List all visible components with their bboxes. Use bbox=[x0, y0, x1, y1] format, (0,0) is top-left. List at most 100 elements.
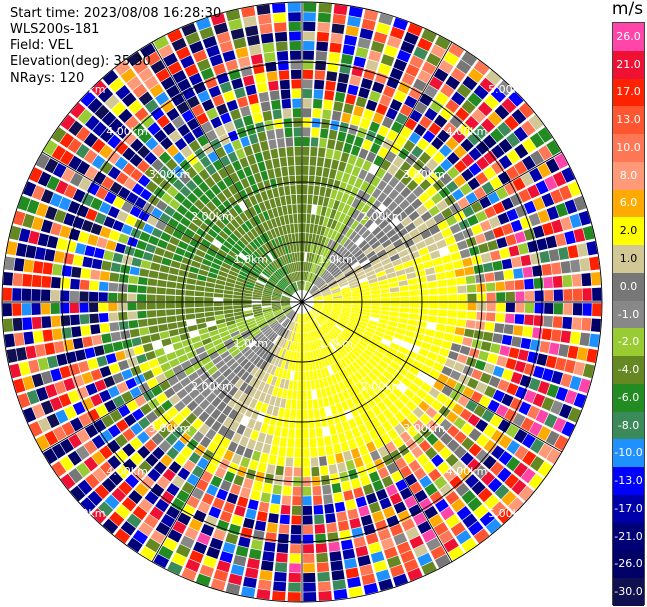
velocity-gate bbox=[217, 167, 229, 179]
velocity-gate bbox=[399, 199, 410, 211]
velocity-gate bbox=[429, 369, 441, 380]
velocity-gate bbox=[312, 399, 319, 409]
velocity-gate bbox=[204, 233, 215, 243]
velocity-gate bbox=[244, 25, 259, 37]
velocity-gate bbox=[323, 99, 333, 110]
velocity-gate bbox=[432, 362, 444, 372]
velocity-gate bbox=[302, 400, 308, 410]
velocity-gate bbox=[308, 311, 315, 320]
velocity-gate bbox=[314, 360, 320, 370]
colorbar-segment bbox=[613, 578, 644, 607]
velocity-gate bbox=[109, 272, 120, 282]
velocity-gate bbox=[137, 302, 147, 310]
velocity-gate bbox=[160, 76, 176, 91]
velocity-gate bbox=[313, 185, 320, 196]
velocity-gate bbox=[201, 387, 212, 398]
velocity-gate bbox=[505, 424, 520, 439]
velocity-gate bbox=[87, 234, 99, 246]
velocity-gate bbox=[411, 257, 423, 266]
velocity-gate bbox=[137, 276, 148, 286]
velocity-gate bbox=[551, 262, 562, 275]
velocity-gate bbox=[441, 227, 453, 238]
velocity-gate bbox=[316, 205, 322, 216]
velocity-gate bbox=[12, 288, 22, 301]
velocity-gate bbox=[424, 505, 439, 520]
velocity-gate bbox=[376, 389, 387, 401]
velocity-gate bbox=[151, 432, 164, 446]
velocity-gate bbox=[456, 506, 472, 521]
velocity-gate bbox=[35, 153, 50, 170]
velocity-gate bbox=[355, 270, 365, 278]
velocity-gate bbox=[323, 295, 333, 299]
velocity-gate bbox=[273, 272, 282, 280]
velocity-gate bbox=[329, 209, 337, 219]
velocity-gate bbox=[167, 322, 178, 330]
velocity-gate bbox=[213, 22, 229, 35]
velocity-gate bbox=[336, 275, 346, 282]
velocity-gate bbox=[288, 380, 294, 390]
velocity-gate bbox=[165, 295, 175, 302]
velocity-gate bbox=[171, 475, 185, 489]
velocity-gate bbox=[193, 81, 207, 95]
velocity-gate bbox=[243, 447, 254, 459]
velocity-gate bbox=[398, 280, 409, 287]
velocity-gate bbox=[331, 310, 341, 315]
velocity-gate bbox=[15, 242, 28, 257]
velocity-gate bbox=[491, 445, 505, 460]
velocity-gate bbox=[330, 404, 338, 415]
velocity-gate bbox=[185, 166, 198, 179]
velocity-gate bbox=[217, 389, 228, 401]
velocity-gate bbox=[428, 122, 442, 136]
velocity-gate bbox=[180, 145, 193, 158]
velocity-gate bbox=[204, 416, 216, 428]
velocity-gate bbox=[389, 564, 405, 578]
velocity-gate bbox=[342, 297, 352, 300]
velocity-gate bbox=[325, 445, 334, 456]
velocity-gate bbox=[332, 394, 341, 404]
velocity-gate bbox=[457, 302, 467, 310]
velocity-gate bbox=[582, 288, 592, 301]
velocity-gate bbox=[342, 250, 351, 260]
velocity-gate bbox=[207, 365, 218, 376]
velocity-gate bbox=[191, 126, 205, 139]
velocity-gate bbox=[61, 167, 75, 183]
velocity-gate bbox=[68, 363, 81, 376]
velocity-gate bbox=[438, 347, 450, 358]
velocity-gate bbox=[337, 432, 347, 443]
velocity-gate bbox=[419, 413, 432, 425]
velocity-gate bbox=[504, 280, 515, 291]
velocity-gate bbox=[475, 210, 488, 223]
velocity-gate bbox=[322, 258, 329, 268]
velocity-gate bbox=[330, 329, 339, 338]
velocity-gate bbox=[332, 295, 342, 299]
velocity-gate bbox=[489, 250, 501, 261]
velocity-gate bbox=[151, 158, 164, 172]
azimuth-spoke bbox=[151, 301, 303, 563]
range-ring-label: 2.00km bbox=[191, 210, 233, 224]
velocity-gate bbox=[290, 524, 302, 535]
velocity-gate bbox=[219, 40, 234, 53]
velocity-gate bbox=[518, 188, 532, 203]
velocity-gate bbox=[387, 248, 398, 257]
velocity-gate bbox=[162, 468, 176, 482]
velocity-gate bbox=[490, 501, 507, 517]
velocity-gate bbox=[573, 228, 586, 243]
velocity-gate bbox=[287, 360, 293, 371]
velocity-gate bbox=[68, 155, 82, 171]
velocity-gate bbox=[315, 427, 323, 438]
velocity-gate bbox=[445, 215, 458, 227]
velocity-gate bbox=[309, 321, 315, 331]
velocity-gate bbox=[98, 292, 108, 302]
velocity-gate bbox=[289, 544, 301, 554]
velocity-gate bbox=[253, 312, 264, 318]
velocity-gate bbox=[522, 433, 536, 449]
velocity-gate bbox=[259, 23, 273, 34]
velocity-gate bbox=[12, 303, 22, 316]
velocity-gate bbox=[272, 187, 280, 198]
velocity-gate bbox=[205, 129, 218, 142]
velocity-gate bbox=[342, 329, 352, 337]
velocity-gate bbox=[111, 487, 127, 503]
velocity-gate bbox=[351, 395, 361, 407]
velocity-gate bbox=[242, 517, 255, 529]
velocity-gate bbox=[277, 257, 284, 267]
